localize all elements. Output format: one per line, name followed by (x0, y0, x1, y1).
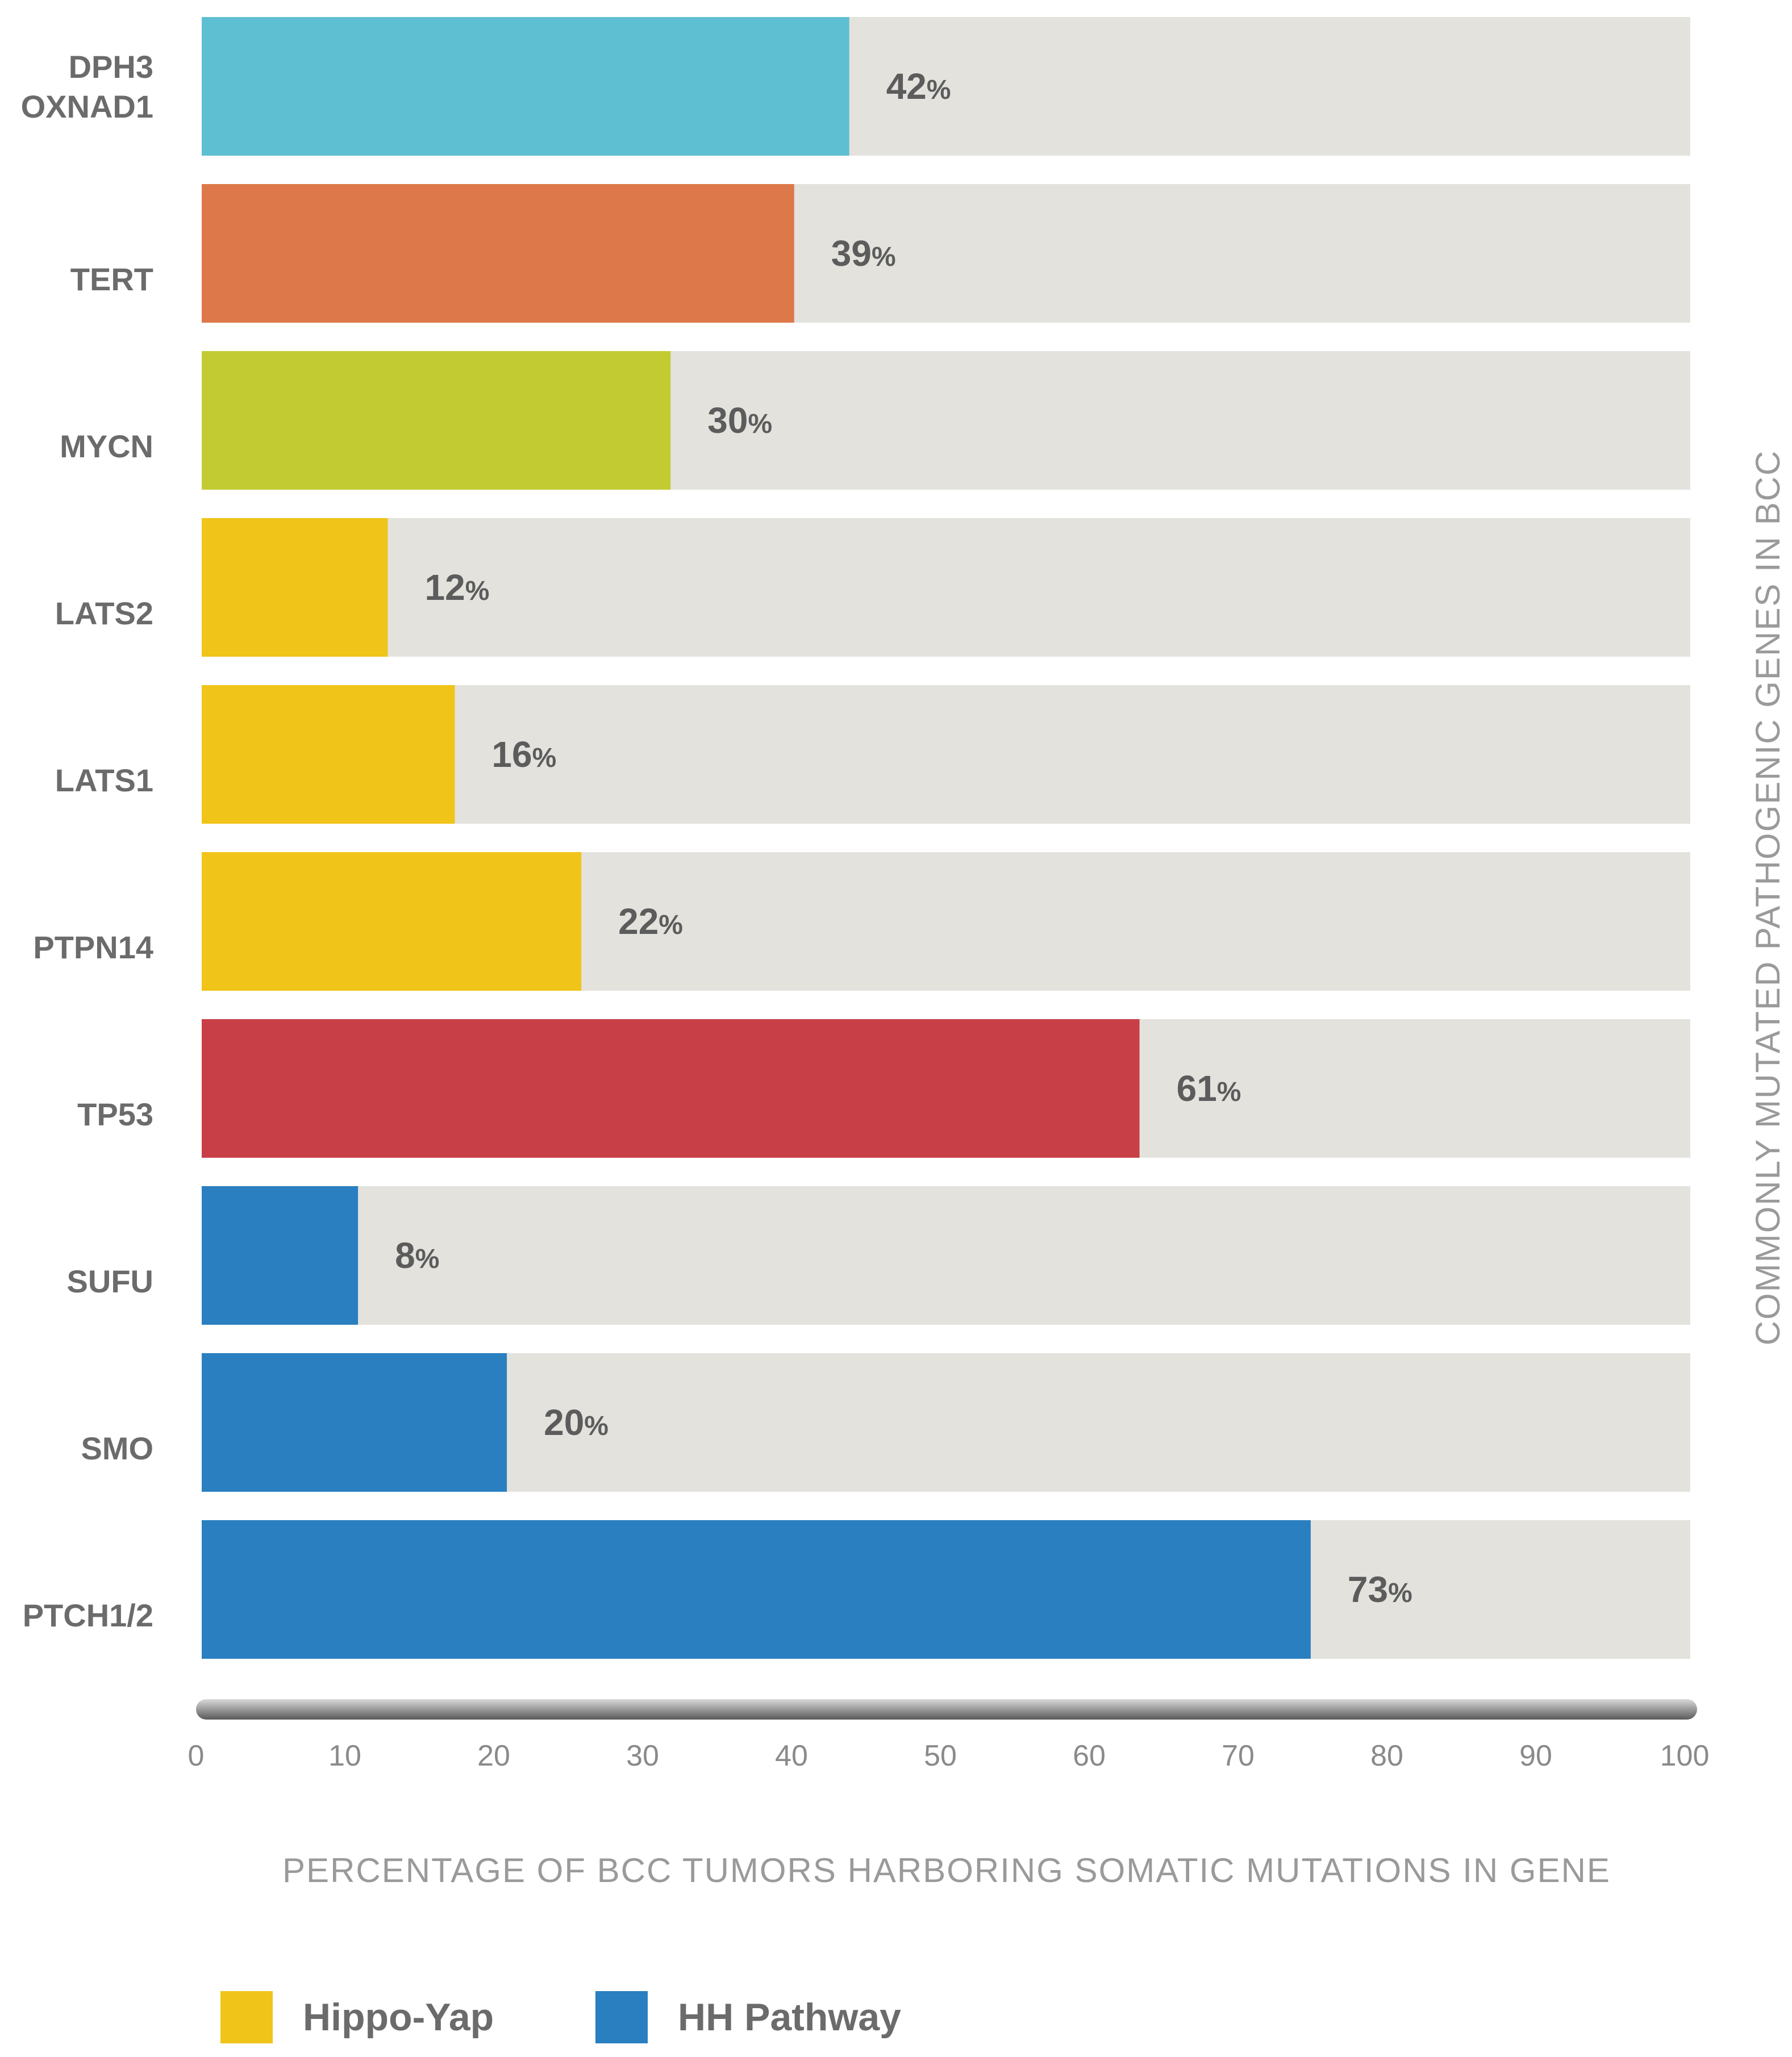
bar (202, 1019, 1140, 1158)
y-axis-title: COMMONLY MUTATED PATHOGENIC GENES IN BCC (1749, 450, 1787, 1346)
data-label: 30% (707, 400, 772, 441)
bar (202, 1353, 507, 1492)
bar (202, 351, 671, 490)
category-label: LATS1 (55, 762, 153, 798)
x-axis-title: PERCENTAGE OF BCC TUMORS HARBORING SOMAT… (282, 1851, 1611, 1889)
legend-swatch (220, 1991, 273, 2043)
legend-swatch (595, 1991, 648, 2043)
bar-track (202, 1186, 1690, 1325)
category-label: SUFU (67, 1263, 153, 1299)
category-label: SMO (81, 1430, 153, 1466)
category-label: TP53 (77, 1096, 153, 1132)
x-tick-label: 70 (1222, 1739, 1255, 1772)
category-label: TERT (70, 261, 153, 297)
x-tick-label: 40 (775, 1739, 808, 1772)
bar-row: LATS1 16% (55, 685, 1690, 824)
bar (202, 17, 849, 156)
bar (202, 518, 388, 657)
bar-row: DPH3 OXNAD1 42% (21, 17, 1690, 156)
bar (202, 1186, 359, 1325)
x-tick-label: 100 (1660, 1739, 1710, 1772)
data-label: 16% (491, 734, 556, 775)
data-label: 42% (886, 66, 951, 107)
x-tick-label: 50 (924, 1739, 957, 1772)
data-label: 22% (618, 901, 683, 942)
x-tick-label: 80 (1370, 1739, 1403, 1772)
data-label: 73% (1348, 1569, 1412, 1610)
bar-row: PTPN14 22% (33, 852, 1690, 991)
bar (202, 852, 582, 991)
x-tick-label: 20 (477, 1739, 510, 1772)
bar-row: TERT 39% (70, 184, 1690, 323)
x-axis-bar (196, 1699, 1697, 1720)
x-axis-ticks: 0 10 20 30 40 50 60 70 80 90 100 (188, 1739, 1710, 1772)
x-tick-label: 30 (626, 1739, 659, 1772)
category-label: MYCN (60, 428, 153, 464)
category-label: DPH3 OXNAD1 (21, 49, 153, 124)
category-label: PTCH1/2 (23, 1597, 153, 1633)
bar (202, 685, 455, 824)
x-tick-label: 0 (188, 1739, 205, 1772)
bar-row: PTCH1/2 73% (23, 1520, 1690, 1659)
bars-layer: DPH3 OXNAD1 42% TERT 39% MYCN 30% LATS2 12% LATS1… (21, 17, 1690, 1659)
x-tick-label: 90 (1519, 1739, 1552, 1772)
data-label: 20% (544, 1402, 609, 1443)
legend-item: Hippo-Yap (220, 1991, 494, 2043)
data-label: 39% (831, 233, 896, 274)
x-tick-label: 10 (328, 1739, 361, 1772)
data-label: 8% (395, 1235, 439, 1276)
bar (202, 184, 794, 323)
bar-row: TP53 61% (77, 1019, 1690, 1158)
category-label: LATS2 (55, 595, 153, 631)
bar-track (202, 518, 1690, 657)
x-axis (196, 1699, 1697, 1720)
legend-item: HH Pathway (595, 1991, 901, 2043)
legend-label: HH Pathway (678, 1996, 901, 2039)
data-label: 61% (1177, 1068, 1241, 1109)
data-label: 12% (425, 567, 490, 608)
category-label: PTPN14 (33, 929, 153, 965)
bar-row: MYCN 30% (60, 351, 1690, 490)
bar-row: SMO 20% (81, 1353, 1690, 1492)
legend: Hippo-Yap HH Pathway (220, 1991, 901, 2043)
x-tick-label: 60 (1073, 1739, 1106, 1772)
legend-label: Hippo-Yap (303, 1996, 494, 2039)
bar (202, 1520, 1311, 1659)
bar-row: LATS2 12% (55, 518, 1690, 657)
bar-row: SUFU 8% (67, 1186, 1690, 1325)
